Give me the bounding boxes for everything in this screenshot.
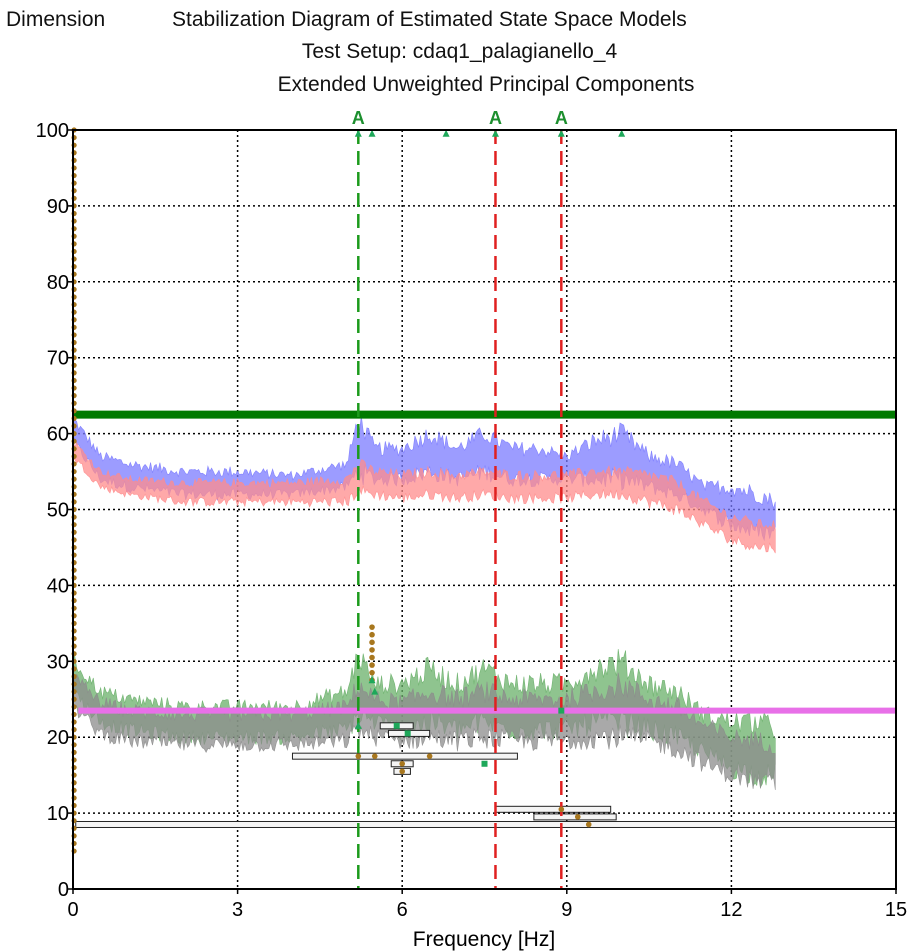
x-tick-label: 0 [67, 899, 78, 921]
pole-marker-brown [355, 753, 362, 759]
stable-pole-marker [369, 631, 375, 638]
y-axis-title: Dimension [6, 8, 106, 31]
ticks-layer: 0 3 6 9 12 15 0 10 20 30 40 50 60 70 80 90 100 [36, 120, 908, 921]
x-tick-label: 12 [720, 899, 742, 921]
y-tick-label: 20 [47, 727, 69, 749]
x-axis-title: Frequency [Hz] [413, 928, 555, 951]
pole-marker-green [557, 129, 565, 137]
stable-pole-marker [369, 662, 375, 668]
y-tick-label: 80 [47, 272, 69, 294]
mode-label: A [352, 108, 365, 128]
pole-marker-green [368, 129, 376, 137]
frequency-box [291, 752, 518, 760]
pole-marker-brown [574, 814, 581, 820]
x-tick-label: 6 [397, 899, 408, 921]
x-tick-label: 9 [561, 899, 572, 921]
pole-marker-green [354, 721, 362, 729]
pole-marker-brown [585, 821, 592, 828]
y-tick-label: 0 [58, 879, 69, 901]
pole-marker-brown [371, 753, 378, 759]
y-tick-label: 30 [47, 651, 69, 673]
x-tick-label: 3 [232, 899, 243, 921]
y-tick-label: 50 [47, 500, 69, 522]
y-tick-label: 100 [36, 120, 69, 142]
y-tick-label: 40 [47, 575, 69, 597]
pole-marker-brown [558, 806, 565, 813]
stable-pole-marker [369, 669, 375, 676]
pole-marker-green [558, 707, 565, 714]
mode-label: A [489, 108, 502, 128]
pole-marker-green [491, 129, 499, 137]
chart-method: Extended Unweighted Principal Components [277, 73, 695, 96]
frequency-box [75, 820, 896, 828]
chart-subtitle: Test Setup: cdaq1_palagianello_4 [301, 40, 618, 63]
y-tick-label: 90 [47, 196, 69, 218]
y-tick-label: 60 [47, 424, 69, 446]
reference-lines-layer [73, 410, 896, 714]
frequency-box [494, 805, 612, 813]
upper-spectrum-band [73, 439, 776, 554]
pole-marker-green [371, 687, 379, 695]
pole-marker-green [404, 730, 411, 737]
pole-marker-green [618, 129, 626, 137]
pole-marker-green [442, 129, 450, 137]
pole-marker-brown [399, 768, 406, 775]
stable-pole-marker [369, 639, 375, 646]
y-tick-label: 70 [47, 348, 69, 370]
stable-pole-marker [369, 624, 375, 630]
y-tick-label: 10 [47, 803, 69, 825]
pole-marker-green [354, 129, 362, 137]
pole-marker-green [393, 722, 400, 729]
pole-marker-green [481, 760, 488, 767]
mode-label: A [555, 108, 568, 128]
x-tick-label: 15 [885, 899, 907, 921]
pole-marker-green [368, 676, 376, 684]
chart-title: Stabilization Diagram of Estimated State… [172, 8, 687, 31]
pole-marker-brown [426, 753, 433, 759]
stable-pole-marker [369, 647, 375, 653]
stable-pole-marker [369, 654, 375, 661]
pole-marker-brown [399, 760, 406, 767]
